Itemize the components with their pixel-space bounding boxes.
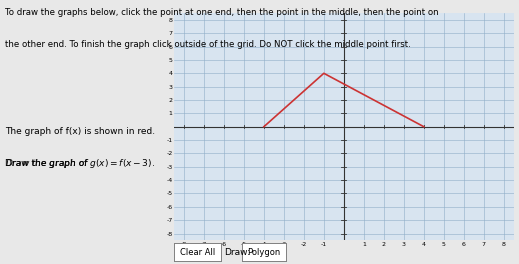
Text: The graph of f(x) is shown in red.: The graph of f(x) is shown in red. — [5, 128, 155, 136]
Text: Draw the graph of: Draw the graph of — [5, 159, 90, 168]
Text: Clear All: Clear All — [180, 248, 215, 257]
Text: Draw:: Draw: — [224, 248, 250, 257]
Text: Polygon: Polygon — [247, 248, 281, 257]
Text: Draw the graph of $g(x) = f(x-3).$: Draw the graph of $g(x) = f(x-3).$ — [5, 157, 155, 170]
Text: To draw the graphs below, click the point at one end, then the point in the midd: To draw the graphs below, click the poin… — [5, 8, 439, 17]
Text: the other end. To finish the graph click outside of the grid. Do NOT click the m: the other end. To finish the graph click… — [5, 40, 411, 49]
